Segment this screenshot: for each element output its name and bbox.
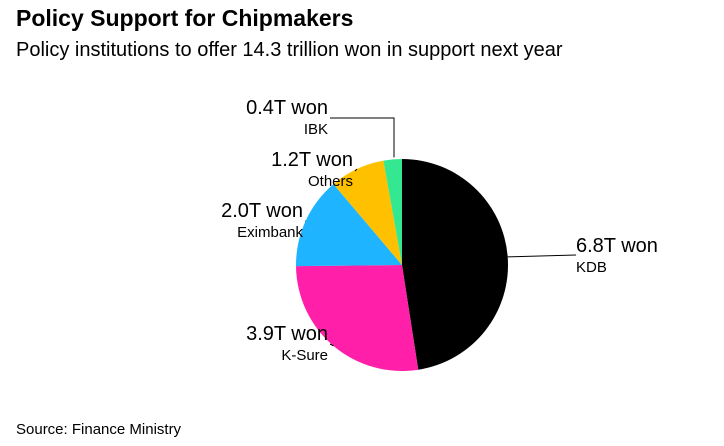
chart-title: Policy Support for Chipmakers [16,5,354,31]
category-label-others: Others [308,173,353,190]
category-label-ibk: IBK [304,121,328,138]
leader-line-ibk [330,117,395,158]
pie-slice-kdb [402,159,509,370]
value-label-ibk: 0.4T won [246,97,328,119]
value-label-others: 1.2T won [271,149,353,171]
value-label-kdb: 6.8T won [576,235,658,257]
leader-line-k-sure [329,343,334,347]
source-note: Source: Finance Ministry [16,421,182,438]
value-label-k-sure: 3.9T won [246,323,328,345]
chart-subtitle: Policy institutions to offer 14.3 trilli… [16,39,563,61]
category-label-eximbank: Eximbank [237,224,303,241]
category-label-k-sure: K-Sure [281,347,328,364]
pie-slice-ibk [383,159,402,265]
leader-line-kdb [507,254,577,258]
category-label-kdb: KDB [576,259,607,276]
pie-slice-k-sure [296,265,419,372]
pie-slice-others [333,160,402,265]
value-label-eximbank: 2.0T won [221,200,303,222]
pie-slice-eximbank [296,184,402,267]
leader-line-others [354,168,358,172]
